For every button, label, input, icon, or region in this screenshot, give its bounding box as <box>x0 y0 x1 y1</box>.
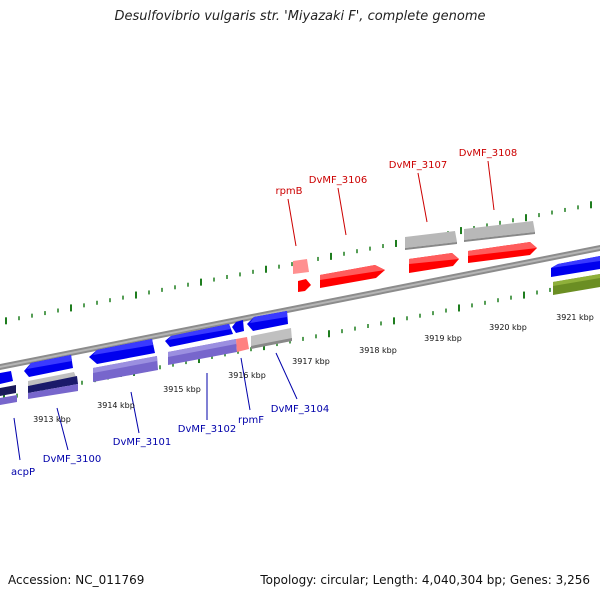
genome-meta-text: Topology: circular; Length: 4,040,304 bp… <box>260 573 590 587</box>
gene-label-rpmF[interactable]: rpmF <box>238 415 264 426</box>
rna-track-forward <box>405 221 535 250</box>
leader-line-DvMF_3104 <box>275 352 298 400</box>
leader-line-acpP <box>13 417 21 461</box>
tick-label-3917: 3917 kbp <box>292 357 330 366</box>
tick-label-3919: 3919 kbp <box>424 334 462 343</box>
leader-line-DvMF_3107 <box>417 172 428 223</box>
gene-right-edge-blue[interactable] <box>551 256 600 277</box>
gene-DvMF_3106[interactable] <box>320 265 385 288</box>
map-title: Desulfovibrio vulgaris str. 'Miyazaki F'… <box>114 9 486 24</box>
gene-label-DvMF_3107[interactable]: DvMF_3107 <box>389 160 447 171</box>
reverse-gene-labels: acpP DvMF_3100 DvMF_3101 DvMF_3102 rpmF … <box>11 352 329 478</box>
reverse-strand-features <box>0 311 292 405</box>
gene-DvMF_3104[interactable] <box>247 311 292 349</box>
gene-rpmF[interactable] <box>232 320 249 352</box>
tick-label-3916: 3916 kbp <box>228 371 266 380</box>
leader-line-rpmB <box>287 198 297 247</box>
tick-label-3913: 3913 kbp <box>33 415 71 424</box>
gene-label-rpmB[interactable]: rpmB <box>275 186 302 197</box>
tick-label-3918: 3918 kbp <box>359 346 397 355</box>
forward-gene-labels: rpmB DvMF_3106 DvMF_3107 DvMF_3108 <box>275 148 517 247</box>
tick-label-3914: 3914 kbp <box>97 401 135 410</box>
gene-label-DvMF_3106[interactable]: DvMF_3106 <box>309 175 367 186</box>
leader-line-DvMF_3108 <box>487 160 495 211</box>
gene-right-edge-green[interactable] <box>553 274 600 295</box>
genome-backbone <box>0 245 600 370</box>
tick-label-3915: 3915 kbp <box>163 385 201 394</box>
gene-label-DvMF_3102[interactable]: DvMF_3102 <box>178 424 236 435</box>
scale-labels: 3913 kbp 3914 kbp 3915 kbp 3916 kbp 3917… <box>33 313 594 424</box>
tick-label-3921: 3921 kbp <box>556 313 594 322</box>
tick-label-3920: 3920 kbp <box>489 323 527 332</box>
leader-line-DvMF_3106 <box>337 187 347 236</box>
gene-label-acpP[interactable]: acpP <box>11 467 35 478</box>
accession-text: Accession: NC_011769 <box>8 573 145 587</box>
gene-DvMF_3100[interactable] <box>24 355 78 399</box>
gene-DvMF_3107[interactable] <box>409 253 459 273</box>
forward-strand-features <box>293 221 600 295</box>
gene-label-DvMF_3108[interactable]: DvMF_3108 <box>459 148 517 159</box>
gene-label-DvMF_3104[interactable]: DvMF_3104 <box>271 404 329 415</box>
gene-label-DvMF_3101[interactable]: DvMF_3101 <box>113 437 171 448</box>
gene-acpP[interactable] <box>0 371 17 405</box>
gene-DvMF_3102[interactable] <box>165 324 237 365</box>
gene-rpmB[interactable] <box>293 259 311 292</box>
leader-line-DvMF_3101 <box>130 391 140 434</box>
leader-line-rpmF <box>240 357 251 411</box>
gene-DvMF_3101[interactable] <box>89 339 158 382</box>
gene-DvMF_3108[interactable] <box>468 242 537 263</box>
leader-line-DvMF_3100 <box>56 407 69 451</box>
gene-label-DvMF_3100[interactable]: DvMF_3100 <box>43 454 101 465</box>
